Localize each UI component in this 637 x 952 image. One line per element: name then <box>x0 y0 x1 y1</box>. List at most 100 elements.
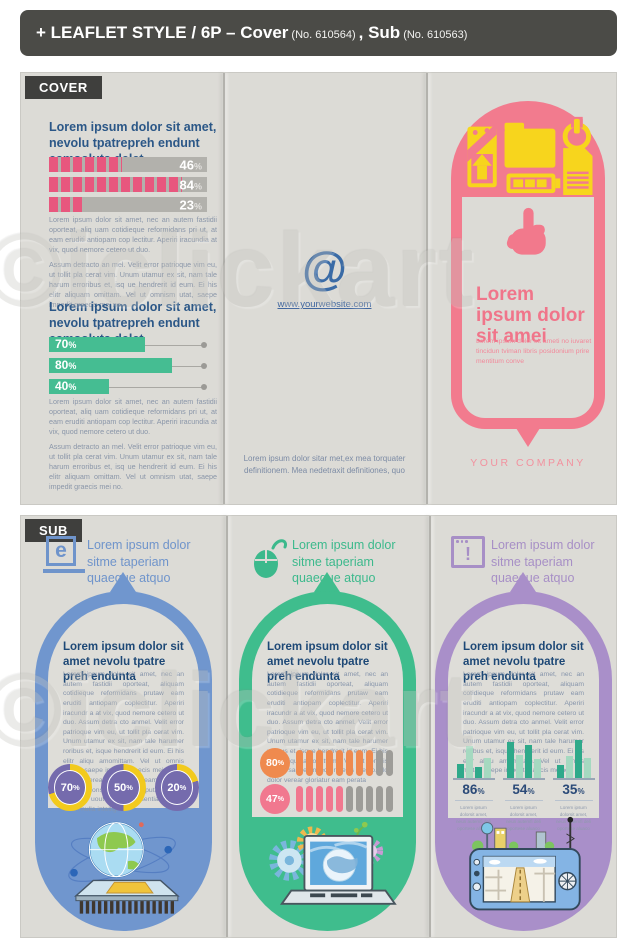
bar-dot <box>201 341 207 348</box>
illustration-area <box>35 817 212 917</box>
alert-window: ! <box>451 536 485 568</box>
bars <box>452 738 495 780</box>
alert-window-icon: ! <box>451 536 491 580</box>
bubble-pointer <box>510 572 536 592</box>
bubble-content: Lorem ipsum dolor sit amet nevolu tpatre… <box>48 604 199 813</box>
bar-fill: 40% <box>49 379 110 394</box>
bar-leader-line <box>49 386 203 388</box>
illustration-area <box>239 819 416 917</box>
progress-bar: 84% <box>49 177 207 192</box>
chart-caption: Lorem ipsum dolorsit amet, neun autemfi … <box>506 805 541 832</box>
chart-percent: 35% <box>562 782 585 797</box>
segment-bar <box>296 786 393 812</box>
bubble-pointer <box>110 572 136 592</box>
donut-chart: 70% <box>48 764 93 811</box>
chart-percent: 86% <box>462 782 485 797</box>
segment-bar-row: 47% <box>260 784 393 814</box>
segment-bar-row: 80% <box>260 748 393 778</box>
donut-value: 70% <box>54 770 87 805</box>
bar-dot <box>201 362 207 369</box>
cover-body-text: Lorem ipsum dolor sit amet, nec an autem… <box>49 397 217 496</box>
donut-value: 20% <box>160 770 193 805</box>
progress-bar: 46% <box>49 157 207 172</box>
window-dots <box>456 540 468 543</box>
globe-chip-illustration <box>67 821 180 914</box>
bar-percent: 84% <box>179 177 202 192</box>
divider <box>554 800 593 801</box>
cover-front-frame: Lorem ipsum dolor sit amei Lorem ipsum d… <box>451 197 605 429</box>
chart-caption: Lorem ipsum dolorsit amet, neun autemfi … <box>556 805 591 832</box>
sub-panel: SUB e Lorem ipsum dolor sitme taperiam q… <box>20 515 617 938</box>
website-url: www.yourwebsite.com <box>277 299 372 310</box>
cover-front-subtitle: Lorem ipsum dolor sit ameti no iuvaret t… <box>476 338 592 366</box>
sub-section-title: Lorem ipsum dolor sitme taperiam quaeque… <box>292 538 396 585</box>
bar-fill: 80% <box>49 358 173 373</box>
bar-dot <box>201 383 207 390</box>
speech-pointer <box>516 428 540 447</box>
fold-line <box>426 73 428 504</box>
cover-front-arch <box>451 101 605 197</box>
sub-heading: Lorem ipsum dolor sit amet nevolu tpatre… <box>463 641 584 684</box>
company-name: YOUR COMPANY <box>470 457 586 469</box>
segment-percent-badge: 80% <box>260 748 290 778</box>
sub-section-title: Lorem ipsum dolor sitme taperiam quaeque… <box>87 538 191 585</box>
segment-percent-badge: 47% <box>260 784 290 814</box>
bars <box>502 738 545 780</box>
e-icon-base <box>43 569 85 573</box>
e-letter: e <box>46 536 76 566</box>
paragraph: Lorem ipsum dolor sit amet, nec an autem… <box>49 215 217 254</box>
donut-chart-row: 70% 50% 20% <box>48 764 199 811</box>
divider <box>504 800 543 801</box>
bar-fill: 70% <box>49 337 146 352</box>
sub-body-text: Lorem ipsum dolor sit amet, nec an autem… <box>463 671 584 775</box>
paragraph: Assum detracto an mel. Velit error patri… <box>49 441 217 491</box>
bar-fill <box>49 197 86 212</box>
cover-block-bar-chart: 46% 84% 23% <box>49 157 207 217</box>
sub-column-3: ! Lorem ipsum dolor sitme taperiam quaeq… <box>429 516 618 937</box>
back-cover-text: Lorem ipsum dolor sitar met,ex mea torqu… <box>243 454 406 475</box>
header-title: + LEAFLET STYLE / 6P – Cover <box>36 23 289 42</box>
illustration-area <box>435 815 612 917</box>
cover-body-text: Lorem ipsum dolor sit amet, nec an autem… <box>49 215 217 314</box>
sub-column-2: Lorem ipsum dolor sitme taperiam quaeque… <box>226 516 429 937</box>
exclamation-mark: ! <box>465 543 471 564</box>
bubble-content: Lorem ipsum dolor sit amet nevolu tpatre… <box>448 604 599 831</box>
sub-bubble: Lorem ipsum dolor sit amet nevolu tpatre… <box>35 591 212 931</box>
progress-bar: 70% <box>49 337 207 352</box>
sub-column-1: e Lorem ipsum dolor sitme taperiam quaeq… <box>21 516 226 937</box>
sub-bubble: Lorem ipsum dolor sit amet nevolu tpatre… <box>239 591 416 931</box>
e-browser-icon: e <box>43 536 86 580</box>
sub-heading: Lorem ipsum dolor sit amet nevolu tpatre… <box>63 641 184 684</box>
cover-badge: COVER <box>25 76 102 99</box>
cover-panel: COVER Lorem ipsum dolor sit amet, nevolu… <box>20 72 617 505</box>
mouse-icon <box>251 536 291 580</box>
fold-line <box>226 516 228 937</box>
mini-bar-chart: 54% Lorem ipsum dolorsit amet, neun aute… <box>502 738 545 832</box>
progress-bar: 80% <box>49 358 207 373</box>
hand-wrap <box>462 205 594 265</box>
mini-bar-chart: 86% Lorem ipsum dolorsit amet, neun aute… <box>452 738 495 832</box>
bar-percent: 23% <box>179 197 202 212</box>
fold-line <box>223 73 225 504</box>
header-bar: + LEAFLET STYLE / 6P – Cover (No. 610564… <box>20 10 617 56</box>
sub-heading: Lorem ipsum dolor sit amet nevolu tpatre… <box>267 641 388 684</box>
bar-fill <box>49 157 122 172</box>
sub-bubble: Lorem ipsum dolor sit amet nevolu tpatre… <box>435 591 612 931</box>
header-sub-number: (No. 610563) <box>403 29 468 41</box>
donut-chart: 50% <box>101 764 146 811</box>
gps-navigator-illustration <box>468 816 581 911</box>
donut-chart: 20% <box>154 764 199 811</box>
segment-bar <box>296 750 393 776</box>
cover-front-title: Lorem ipsum dolor sit amei <box>476 284 585 347</box>
pointing-hand-icon <box>506 207 546 255</box>
donut-value: 50% <box>107 770 140 805</box>
progress-bar: 23% <box>49 197 207 212</box>
device-icons-illustration <box>467 116 593 196</box>
bubble-content: Lorem ipsum dolor sit amet nevolu tpatre… <box>252 604 403 817</box>
chart-caption: Lorem ipsum dolorsit amet, neun autemfi … <box>456 805 491 832</box>
paragraph: Assum detracto an mel. Velit error patri… <box>49 259 217 309</box>
bar-fill <box>49 177 182 192</box>
bubble-pointer <box>314 572 340 592</box>
mini-bar-chart-row: 86% Lorem ipsum dolorsit amet, neun aute… <box>448 738 599 832</box>
progress-bar: 40% <box>49 379 207 394</box>
